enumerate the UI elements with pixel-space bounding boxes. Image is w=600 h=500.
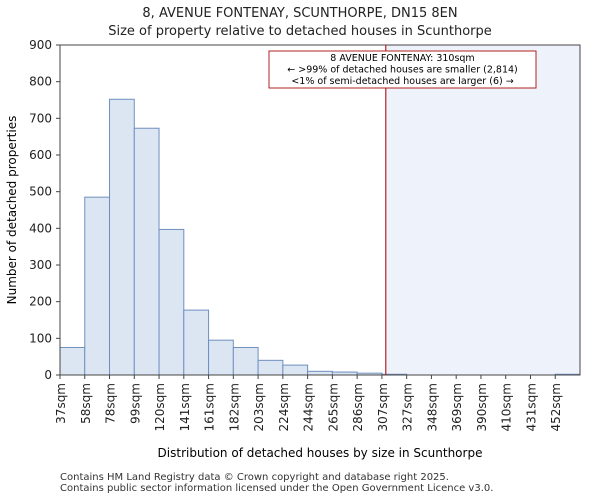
x-tick-label: 410sqm bbox=[500, 383, 514, 431]
x-tick-label: 265sqm bbox=[326, 383, 340, 431]
x-tick-label: 286sqm bbox=[351, 383, 365, 431]
larger-region-highlight bbox=[385, 45, 580, 375]
x-tick-label: 141sqm bbox=[178, 383, 192, 431]
y-tick-label: 0 bbox=[44, 368, 52, 382]
x-tick-label: 37sqm bbox=[54, 383, 68, 424]
bar-224sqm bbox=[282, 364, 309, 376]
x-tick-label: 78sqm bbox=[104, 383, 118, 424]
y-tick-label: 600 bbox=[29, 148, 52, 162]
y-tick-label: 500 bbox=[29, 185, 52, 199]
bar-37sqm bbox=[59, 347, 86, 376]
x-tick-label: 307sqm bbox=[376, 383, 390, 431]
y-tick-label: 700 bbox=[29, 111, 52, 125]
y-tick-label: 900 bbox=[29, 38, 52, 52]
x-tick-label: 348sqm bbox=[425, 383, 439, 431]
annotation-box: 8 AVENUE FONTENAY: 310sqm ← >99% of deta… bbox=[268, 50, 537, 89]
x-tick-label: 161sqm bbox=[203, 383, 217, 431]
annotation-line-1: 8 AVENUE FONTENAY: 310sqm bbox=[330, 53, 474, 64]
annotation-line-2: ← >99% of detached houses are smaller (2… bbox=[287, 65, 518, 76]
x-tick-label: 120sqm bbox=[153, 383, 167, 431]
bar-58sqm bbox=[84, 196, 111, 376]
x-tick-label: 182sqm bbox=[227, 383, 241, 431]
bar-161sqm bbox=[208, 339, 234, 376]
x-tick-label: 224sqm bbox=[277, 383, 291, 431]
x-tick-label: 431sqm bbox=[524, 383, 538, 431]
x-tick-label: 58sqm bbox=[79, 383, 93, 424]
footer-line-1: Contains HM Land Registry data © Crown c… bbox=[60, 472, 449, 483]
y-tick-label: 200 bbox=[29, 295, 52, 309]
y-tick-label: 300 bbox=[29, 258, 52, 272]
bar-78sqm bbox=[109, 98, 135, 376]
bar-141sqm bbox=[183, 309, 210, 376]
chart-title: 8, AVENUE FONTENAY, SCUNTHORPE, DN15 8EN bbox=[142, 6, 458, 21]
bar-244sqm bbox=[307, 370, 333, 376]
bar-182sqm bbox=[232, 347, 259, 376]
x-tick-label: 452sqm bbox=[549, 383, 563, 431]
plot-frame bbox=[59, 44, 581, 376]
x-tick-label: 203sqm bbox=[252, 383, 266, 431]
y-tick-label: 800 bbox=[29, 75, 52, 89]
bar-120sqm bbox=[158, 228, 185, 376]
y-tick-label: 100 bbox=[29, 331, 52, 345]
annotation-line-3: <1% of semi-detached houses are larger (… bbox=[291, 76, 513, 87]
x-tick-label: 327sqm bbox=[401, 383, 415, 431]
x-tick-label: 390sqm bbox=[475, 383, 489, 431]
x-tick-label: 99sqm bbox=[128, 383, 142, 424]
y-axis-label: Number of detached properties bbox=[5, 116, 19, 305]
x-tick-label: 244sqm bbox=[302, 383, 316, 431]
chart-subtitle: Size of property relative to detached ho… bbox=[108, 24, 492, 39]
x-axis-label: Distribution of detached houses by size … bbox=[158, 446, 483, 460]
bar-99sqm bbox=[133, 127, 160, 376]
bar-203sqm bbox=[257, 359, 284, 376]
x-tick-label: 369sqm bbox=[450, 383, 464, 431]
footer-line-2: Contains public sector information licen… bbox=[60, 483, 494, 494]
y-tick-label: 400 bbox=[29, 221, 52, 235]
